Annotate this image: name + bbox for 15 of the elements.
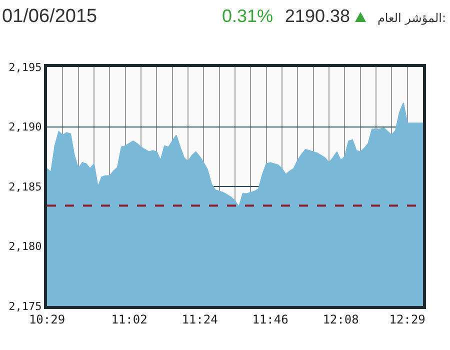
y-tick-label: 2,190	[8, 120, 42, 134]
x-tick-label: 10:29	[28, 312, 66, 326]
x-tick-label: 12:29	[389, 312, 426, 326]
text: 01/06/2015	[2, 6, 98, 28]
text: 2190.38	[284, 6, 350, 27]
y-tick-label: 2,185	[8, 180, 42, 194]
x-tick-label: 12:08	[322, 312, 359, 326]
x-tick-label: 11:02	[111, 312, 148, 326]
y-tick-label: 2,175	[8, 300, 42, 313]
chart-title: المؤشر العام:	[377, 11, 446, 25]
text: 0.31%	[222, 6, 274, 27]
x-tick-label: 11:46	[252, 312, 288, 326]
y-tick-label: 2,195	[8, 60, 42, 74]
y-tick-label: 2,180	[8, 240, 42, 254]
x-tick-label: 11:24	[182, 312, 218, 326]
